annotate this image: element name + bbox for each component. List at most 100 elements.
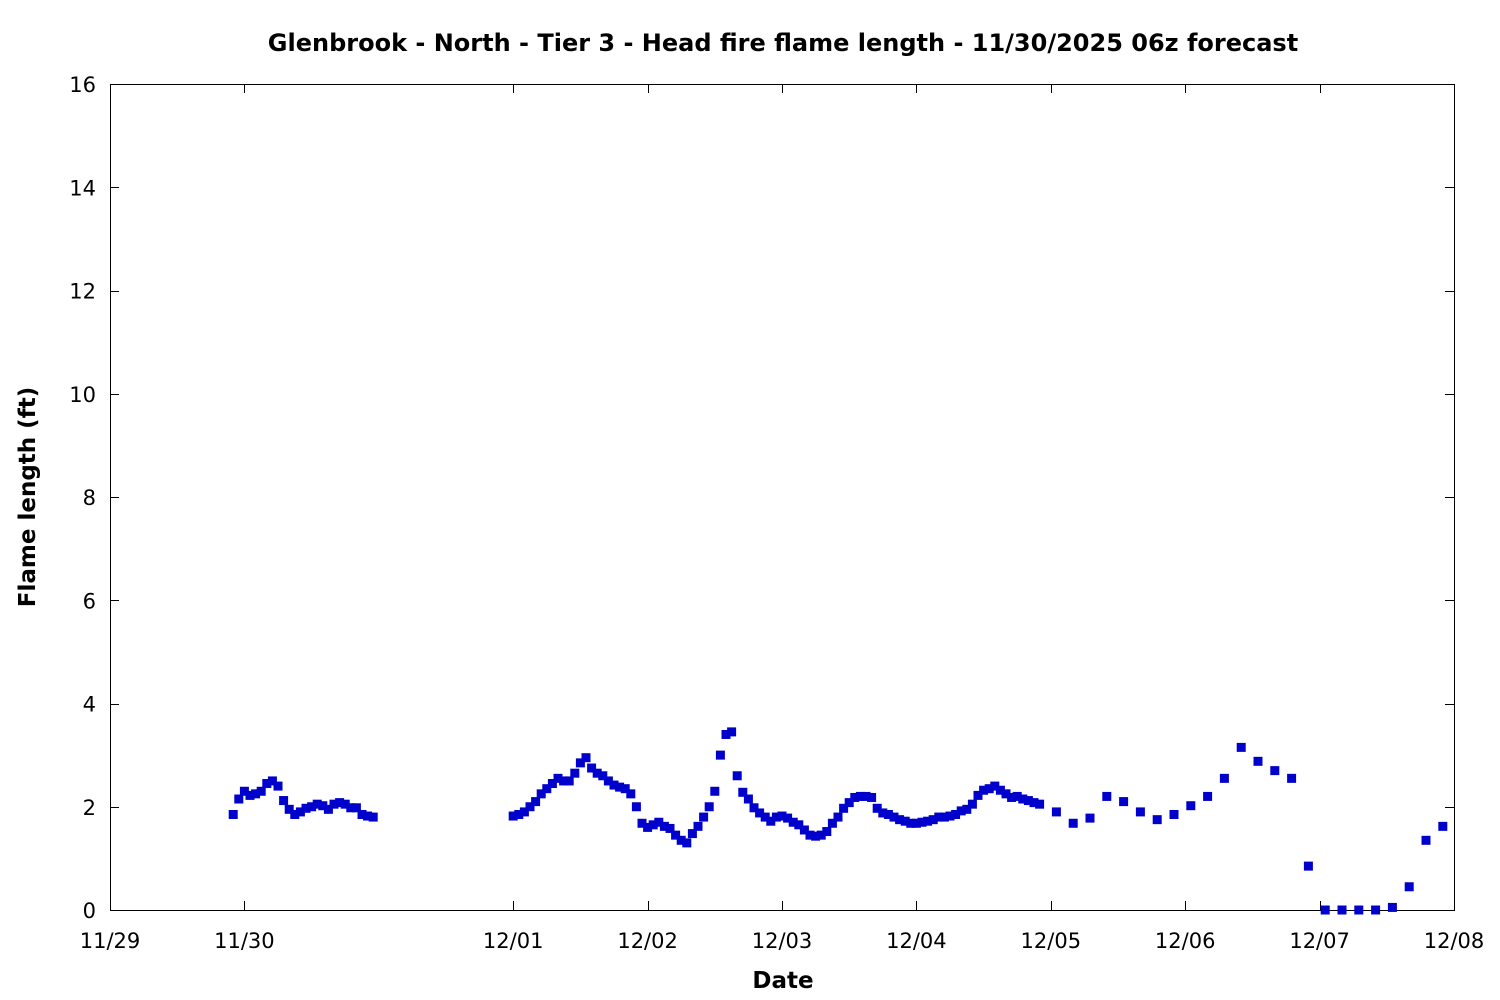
data-point	[1203, 791, 1213, 801]
data-point	[368, 812, 378, 822]
data-point	[951, 809, 961, 819]
data-point	[643, 822, 653, 832]
data-point	[917, 817, 927, 827]
data-point	[329, 799, 339, 809]
x-tick-label: 12/05	[1021, 929, 1082, 953]
data-point	[704, 802, 714, 812]
x-tick-label: 12/02	[617, 929, 678, 953]
data-point	[962, 804, 972, 814]
data-point	[1270, 766, 1280, 776]
data-point	[889, 812, 899, 822]
data-point	[799, 825, 809, 835]
data-point	[1387, 902, 1397, 912]
data-point	[715, 750, 725, 760]
data-point	[1085, 813, 1095, 823]
y-tick-label: 10	[69, 383, 96, 407]
data-point	[659, 821, 669, 831]
data-point	[727, 727, 737, 737]
data-point	[867, 792, 877, 802]
data-point	[1018, 794, 1028, 804]
data-point	[536, 789, 546, 799]
x-axis-ticks: 11/29 11/30 12/01 12/02 12/03 12/04 12/05 12/06…	[80, 84, 1484, 953]
data-point	[939, 812, 949, 822]
data-point	[1169, 809, 1179, 819]
x-tick-label: 12/06	[1155, 929, 1216, 953]
data-point	[357, 809, 367, 819]
data-point	[833, 812, 843, 822]
data-point	[749, 803, 759, 813]
data-point	[811, 831, 821, 841]
data-point	[911, 818, 921, 828]
data-point	[861, 791, 871, 801]
data-point	[553, 773, 563, 783]
data-point	[906, 818, 916, 828]
data-point	[1253, 756, 1263, 766]
data-point	[346, 803, 356, 813]
data-point	[587, 763, 597, 773]
data-point	[1119, 797, 1129, 807]
y-tick-label: 12	[69, 280, 96, 304]
data-point	[654, 817, 664, 827]
data-point	[816, 830, 826, 840]
data-point	[839, 803, 849, 813]
data-point	[508, 811, 518, 821]
data-point	[1354, 905, 1364, 915]
data-point	[592, 768, 602, 778]
data-point	[323, 804, 333, 814]
data-point	[267, 776, 277, 786]
data-point	[1023, 796, 1033, 806]
data-point	[648, 820, 658, 830]
data-point	[1320, 905, 1330, 915]
data-point	[995, 785, 1005, 795]
data-point	[262, 779, 272, 789]
data-point	[1438, 821, 1448, 831]
data-point	[1135, 807, 1145, 817]
plot-area-frame	[110, 84, 1455, 911]
x-axis-label: Date	[752, 968, 813, 994]
data-point	[256, 786, 266, 796]
data-point	[990, 781, 1000, 791]
data-point	[609, 780, 619, 790]
data-point	[234, 794, 244, 804]
y-tick-label: 14	[69, 176, 96, 200]
x-tick-label: 12/07	[1289, 929, 1350, 953]
data-point	[743, 794, 753, 804]
data-point	[603, 776, 613, 786]
data-point	[699, 812, 709, 822]
y-tick-label: 0	[83, 899, 96, 923]
y-tick-label: 16	[69, 73, 96, 97]
data-point	[581, 753, 591, 763]
data-point	[771, 812, 781, 822]
data-point	[671, 830, 681, 840]
data-point	[1029, 798, 1039, 808]
data-point	[979, 785, 989, 795]
data-point	[928, 815, 938, 825]
data-point	[514, 809, 524, 819]
data-point	[312, 799, 322, 809]
x-tick-label: 11/30	[214, 929, 275, 953]
data-point	[245, 790, 255, 800]
data-point	[335, 798, 345, 808]
data-point	[872, 803, 882, 813]
y-axis-ticks: 0 2 4 6 8 10 12 14 16	[69, 73, 1454, 923]
data-point	[1051, 807, 1061, 817]
data-point	[1421, 835, 1431, 845]
data-point	[279, 796, 289, 806]
data-point	[615, 782, 625, 792]
data-point	[363, 811, 373, 821]
data-point	[1186, 801, 1196, 811]
data-point	[598, 771, 608, 781]
data-point	[956, 806, 966, 816]
chart-title: Glenbrook - North - Tier 3 - Head fire f…	[268, 29, 1298, 57]
data-point	[519, 807, 529, 817]
data-point	[721, 729, 731, 739]
y-tick-label: 8	[83, 486, 96, 510]
y-tick-label: 2	[83, 796, 96, 820]
data-point	[973, 790, 983, 800]
data-point	[738, 787, 748, 797]
data-point	[575, 758, 585, 768]
data-point	[531, 797, 541, 807]
data-points	[228, 727, 1448, 915]
data-point	[1337, 905, 1347, 915]
data-point	[984, 784, 994, 794]
